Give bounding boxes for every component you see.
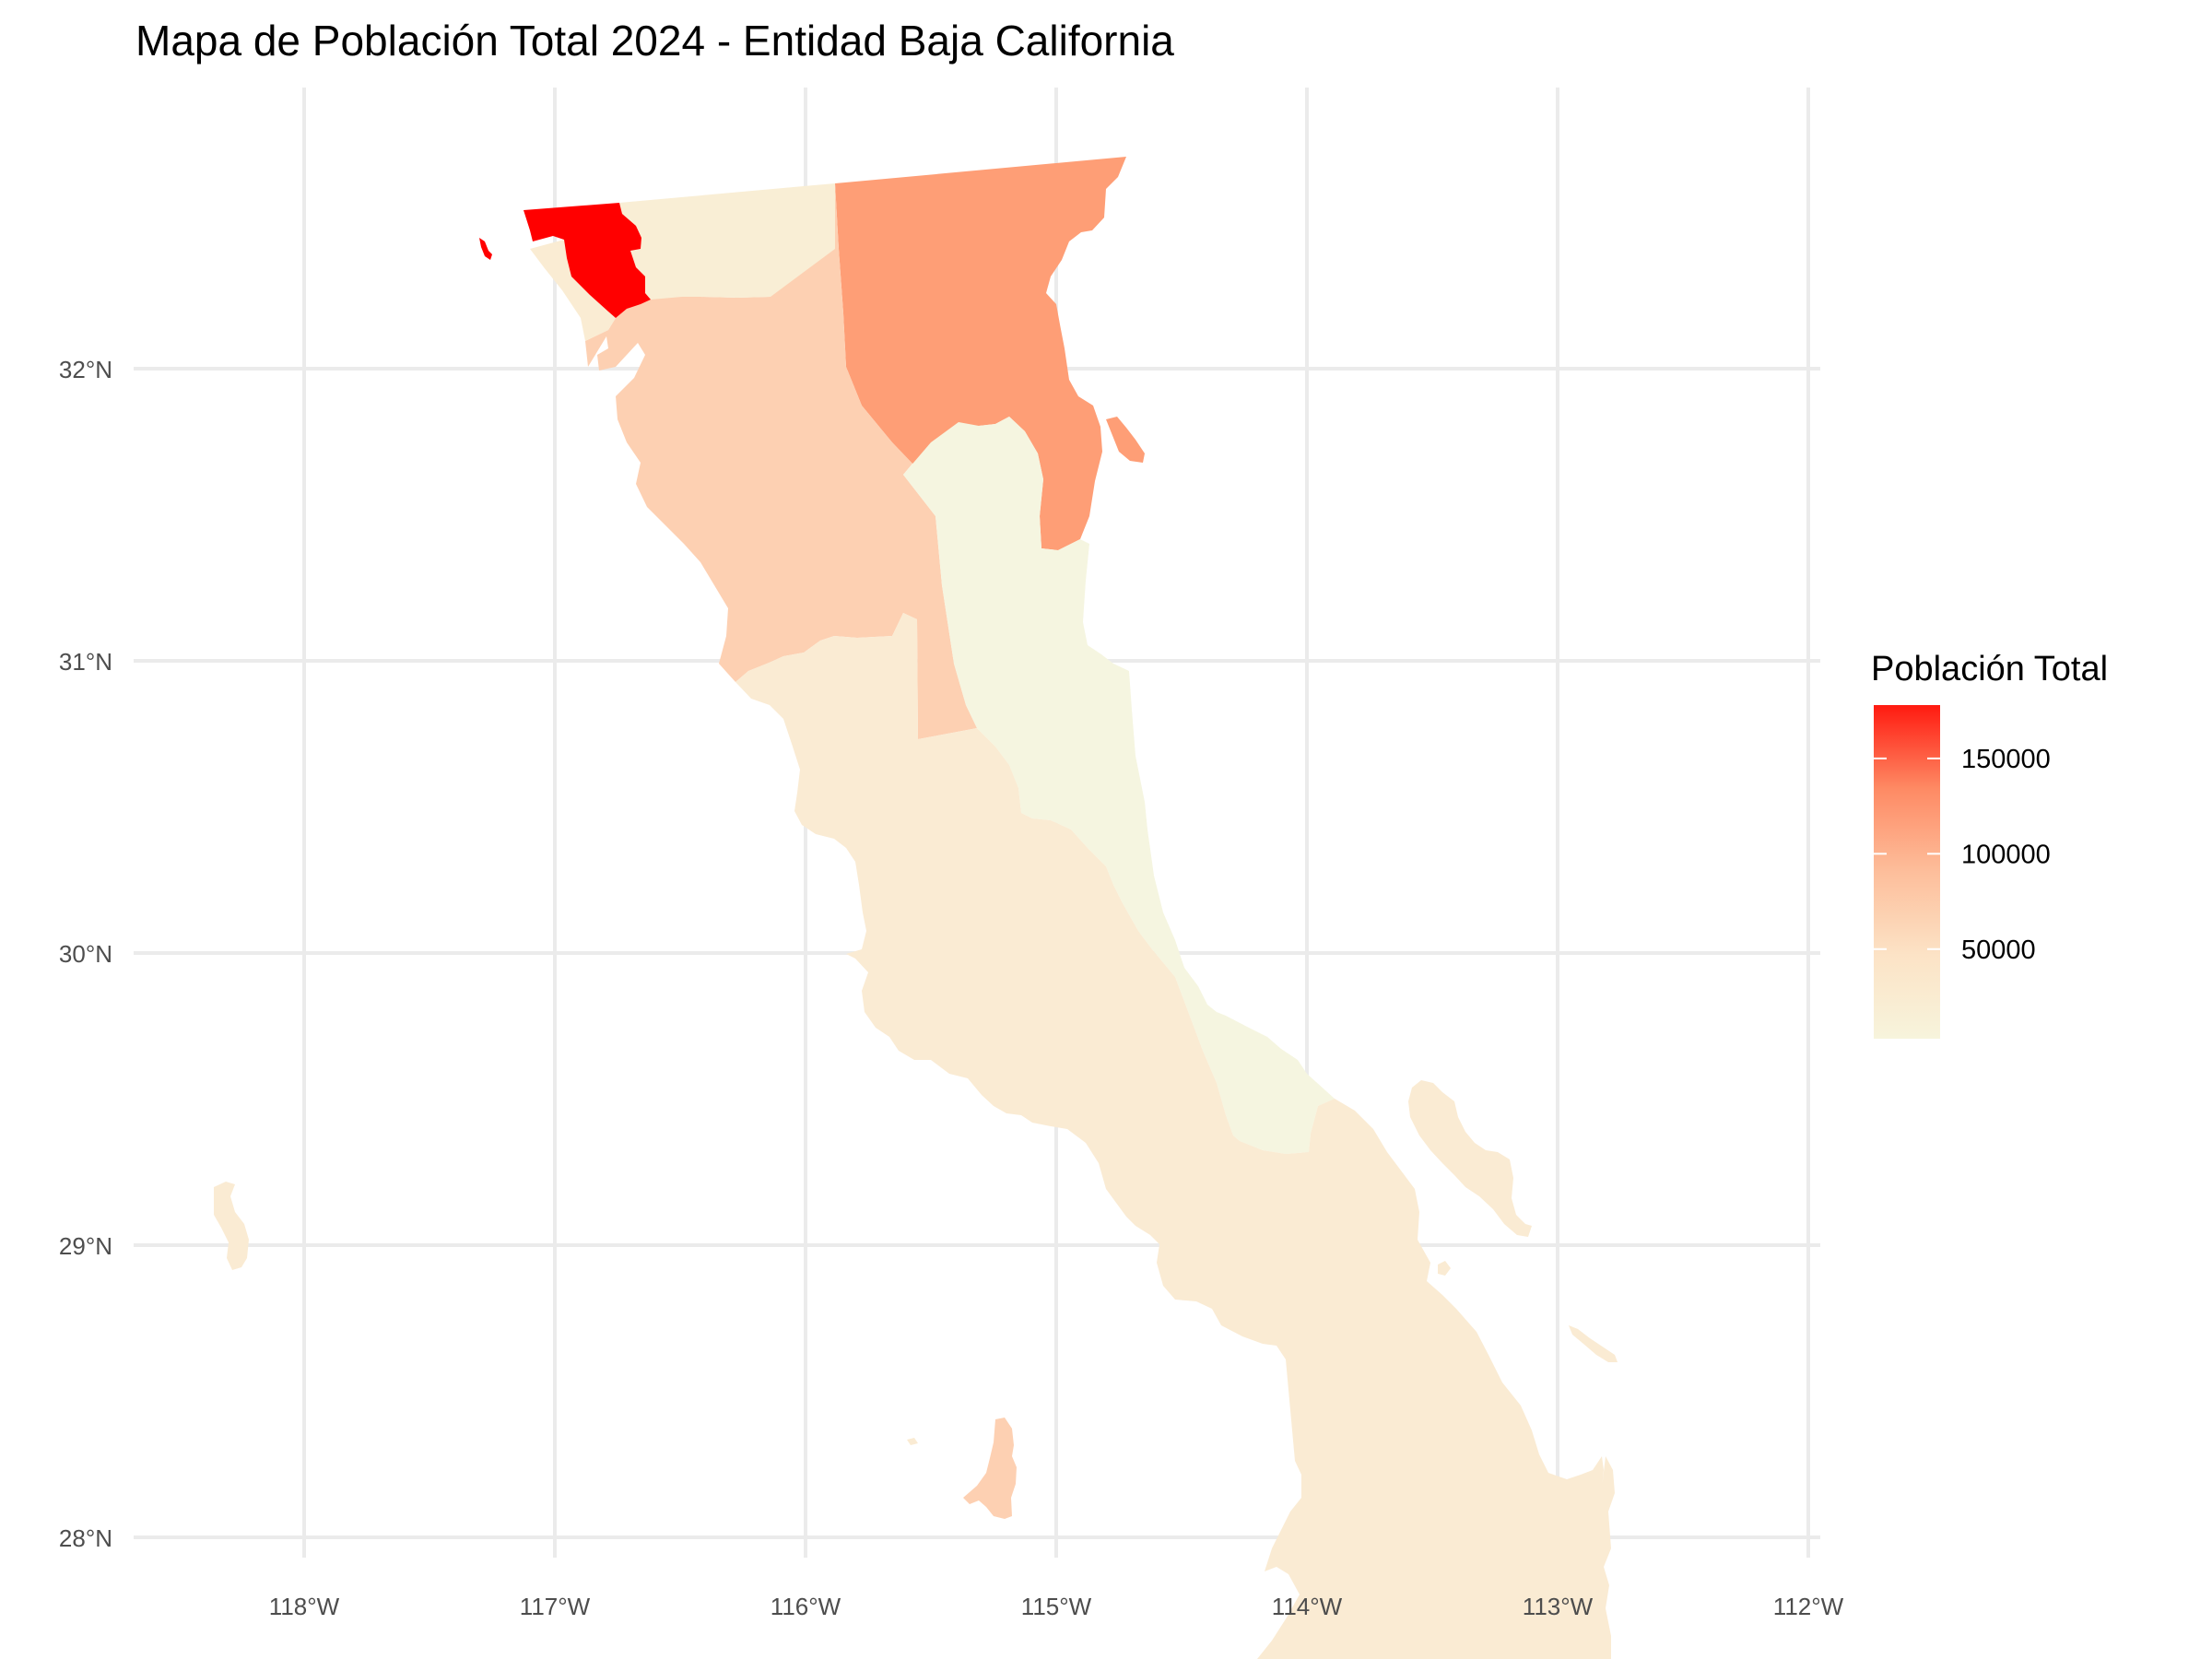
region-mexicali-isle bbox=[1106, 417, 1145, 463]
region-gulf-islet-1 bbox=[1569, 1325, 1618, 1362]
region-playas-rosarito bbox=[530, 240, 616, 341]
chart-title: Mapa de Población Total 2024 - Entidad B… bbox=[135, 17, 1174, 65]
region-coronado-islands bbox=[479, 238, 492, 260]
region-gulf-islet-2 bbox=[1438, 1261, 1451, 1276]
x-axis-labels: 118°W 117°W 116°W 115°W 114°W 113°W 112°W bbox=[269, 1593, 1844, 1620]
region-ensenada bbox=[585, 183, 977, 739]
region-san-felipe bbox=[903, 417, 1335, 1154]
y-tick-label: 29°N bbox=[59, 1232, 112, 1260]
region-guadalupe-island bbox=[214, 1182, 249, 1270]
region-cedros-island bbox=[963, 1418, 1017, 1519]
legend-tick-label: 50000 bbox=[1961, 935, 2036, 965]
x-tick-label: 117°W bbox=[520, 1593, 591, 1620]
x-tick-label: 114°W bbox=[1272, 1593, 1343, 1620]
legend-title: Población Total bbox=[1871, 650, 2108, 688]
legend-tick-label: 150000 bbox=[1961, 745, 2051, 774]
x-tick-label: 116°W bbox=[771, 1593, 841, 1620]
legend-colorbar bbox=[1874, 705, 1940, 1039]
region-pacific-islet bbox=[907, 1438, 918, 1445]
y-tick-label: 31°N bbox=[59, 648, 112, 676]
region-tijuana bbox=[524, 203, 651, 318]
x-tick-label: 115°W bbox=[1021, 1593, 1092, 1620]
region-san-quintin bbox=[735, 613, 1615, 1659]
y-tick-label: 28°N bbox=[59, 1524, 112, 1552]
regions bbox=[214, 157, 1618, 1659]
region-angel-guarda-island bbox=[1408, 1080, 1532, 1237]
x-tick-label: 112°W bbox=[1773, 1593, 1844, 1620]
region-tecate bbox=[619, 183, 835, 300]
x-tick-label: 118°W bbox=[269, 1593, 340, 1620]
y-tick-label: 32°N bbox=[59, 356, 112, 383]
region-mexicali bbox=[835, 157, 1126, 550]
y-tick-label: 30°N bbox=[59, 940, 112, 968]
y-axis-labels: 32°N 31°N 30°N 29°N 28°N bbox=[59, 356, 112, 1552]
legend-tick-label: 100000 bbox=[1961, 840, 2051, 869]
legend-ticks: 150000 100000 50000 bbox=[1874, 745, 2051, 965]
legend: Población Total 150000 100000 50000 bbox=[1871, 650, 2108, 1039]
x-tick-label: 113°W bbox=[1523, 1593, 1594, 1620]
